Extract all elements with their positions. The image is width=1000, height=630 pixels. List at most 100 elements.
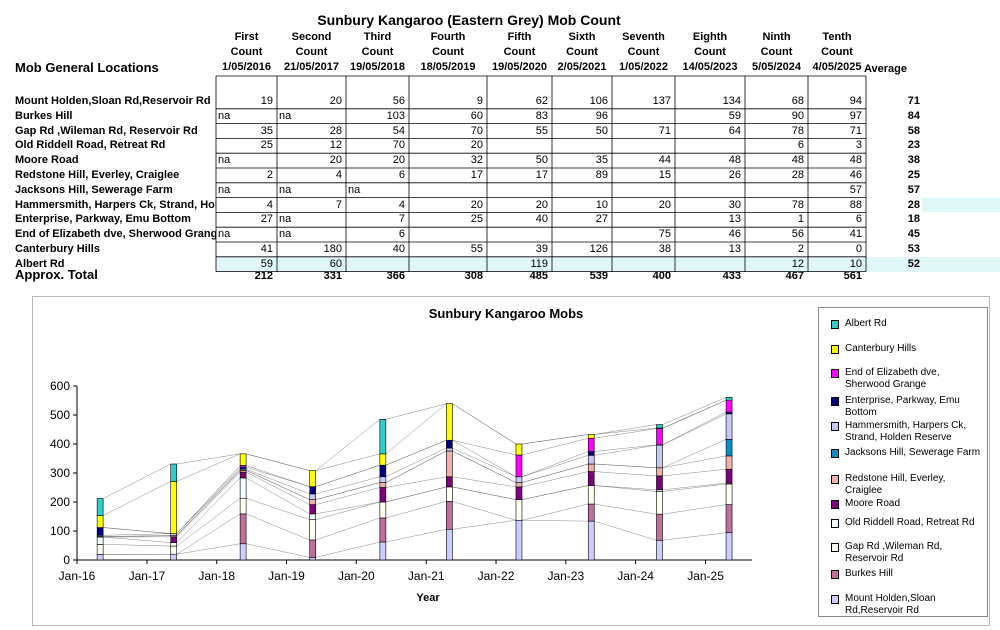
table-cell: 2: [266, 169, 273, 181]
table-cell: [612, 109, 675, 123]
column-header-date: 18/05/2019: [420, 61, 476, 73]
y-tick-label: 200: [50, 495, 70, 509]
bar-segment: [446, 486, 453, 502]
column-header-line2: Count: [503, 46, 536, 58]
table-cell: 13: [728, 243, 741, 255]
column-header-line2: Count: [432, 46, 464, 58]
series-connector: [246, 497, 310, 520]
bar-segment: [309, 519, 317, 541]
row-highlight: [922, 197, 1000, 213]
legend-swatch: [831, 449, 839, 458]
x-tick-label: Jan-20: [338, 569, 375, 583]
total-value: 467: [785, 270, 804, 282]
series-connector: [452, 486, 517, 500]
series-connector: [246, 468, 310, 495]
legend-swatch: [831, 595, 839, 604]
series-connector: [103, 463, 171, 499]
table-cell: 40: [392, 243, 405, 255]
table-cell: 13: [728, 213, 741, 226]
column-header-date: 21/05/2017: [283, 61, 340, 73]
series-connector: [246, 470, 310, 500]
bar-segment: [446, 501, 453, 530]
series-connector: [594, 471, 657, 477]
column-header: Fifth Count 19/05/2020: [482, 30, 557, 75]
series-connector: [315, 453, 380, 471]
table-cell: [675, 183, 745, 197]
table-cell: [612, 212, 675, 226]
table-cell: [552, 183, 612, 197]
row-average: 45: [907, 228, 920, 241]
table-cell: 40: [535, 213, 548, 226]
bar-segment: [170, 545, 178, 555]
table-cell: na: [279, 213, 292, 226]
table-cell: 55: [470, 243, 483, 255]
table-cell: 15: [658, 169, 671, 181]
column-header-date: 14/05/2023: [682, 61, 738, 73]
legend-label: Old Riddell Road, Retreat Rd: [845, 517, 975, 528]
table-cell: 10: [849, 257, 862, 270]
table-cell: [612, 257, 675, 271]
column-header-line1: Third: [363, 31, 392, 43]
table-cell: 28: [329, 124, 342, 137]
column-header-line2: Count: [230, 46, 263, 58]
bar-segment: [725, 399, 733, 413]
series-connector: [246, 465, 310, 487]
series-connector: [662, 455, 727, 469]
bar-segment: [656, 475, 663, 491]
legend-label: Redstone Hill, Everley, Craiglee: [845, 473, 946, 496]
column-header-date: 5/05/2024: [752, 61, 801, 73]
series-connector: [594, 485, 657, 492]
row-average: 58: [907, 124, 920, 137]
bar-segment: [379, 453, 387, 466]
y-tick-label: 600: [50, 379, 70, 393]
stacked-bar-chart: Sunbury Kangaroo Mobs Year 0 100 200 300 400 50…: [50, 306, 752, 604]
x-tick-label: Jan-21: [408, 569, 445, 583]
series-connector: [662, 413, 727, 446]
table-cell: 35: [595, 154, 608, 167]
table-cell: 134: [722, 95, 741, 107]
table-cell: 48: [728, 154, 741, 167]
bar-segment: [170, 533, 178, 536]
row-average: 23: [907, 139, 920, 152]
table-cell: 96: [595, 109, 608, 122]
series-connector: [521, 455, 589, 478]
series-connector: [521, 437, 589, 456]
table-cell: 90: [791, 109, 804, 122]
series-connector: [176, 471, 241, 537]
table-cell: 17: [470, 169, 483, 181]
table-cell: 59: [728, 109, 741, 122]
column-header-line1: Ninth: [762, 31, 791, 43]
bar-segment: [309, 539, 317, 558]
row-label: Old Riddell Road, Retreat Rd: [15, 139, 166, 152]
table-cell: 46: [728, 228, 741, 241]
column-header-line1: Fourth: [430, 31, 466, 43]
column-header-line2: Count: [694, 46, 726, 58]
series-connector: [452, 476, 517, 488]
x-tick-label: Jan-18: [198, 569, 235, 583]
table-cell: 44: [658, 154, 671, 167]
series-connector: [521, 471, 589, 488]
bar-segment: [96, 544, 104, 555]
series-connector: [521, 463, 589, 483]
table-cell: 19: [260, 95, 273, 107]
series-connector: [452, 501, 517, 521]
chart-area: [32, 296, 990, 626]
table-cell: 20: [535, 198, 548, 211]
series-connector: [385, 486, 447, 503]
table-cell: na: [218, 109, 231, 122]
column-header-date: 19/05/2020: [491, 61, 548, 73]
column-header-date: 19/05/2018: [349, 61, 406, 73]
series-connector: [452, 447, 517, 477]
series-connector: [521, 485, 589, 500]
x-tick-label: Jan-19: [268, 569, 305, 583]
table-cell: 97: [849, 109, 862, 122]
column-header-date: 1/05/2022: [619, 61, 668, 73]
series-connector: [521, 434, 589, 445]
table-cell: 4: [266, 198, 273, 211]
table-cell: 20: [392, 154, 405, 167]
row-label: Jacksons Hill, Sewerage Farm: [15, 183, 173, 196]
series-connector: [176, 477, 241, 543]
column-header-line1: Fifth: [507, 31, 532, 43]
table-cell: [409, 227, 487, 241]
table-cell: 78: [791, 198, 804, 211]
